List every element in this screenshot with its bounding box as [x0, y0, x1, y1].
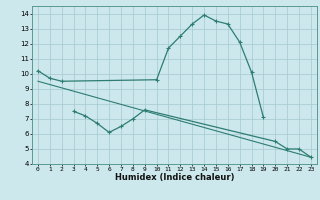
X-axis label: Humidex (Indice chaleur): Humidex (Indice chaleur)	[115, 173, 234, 182]
